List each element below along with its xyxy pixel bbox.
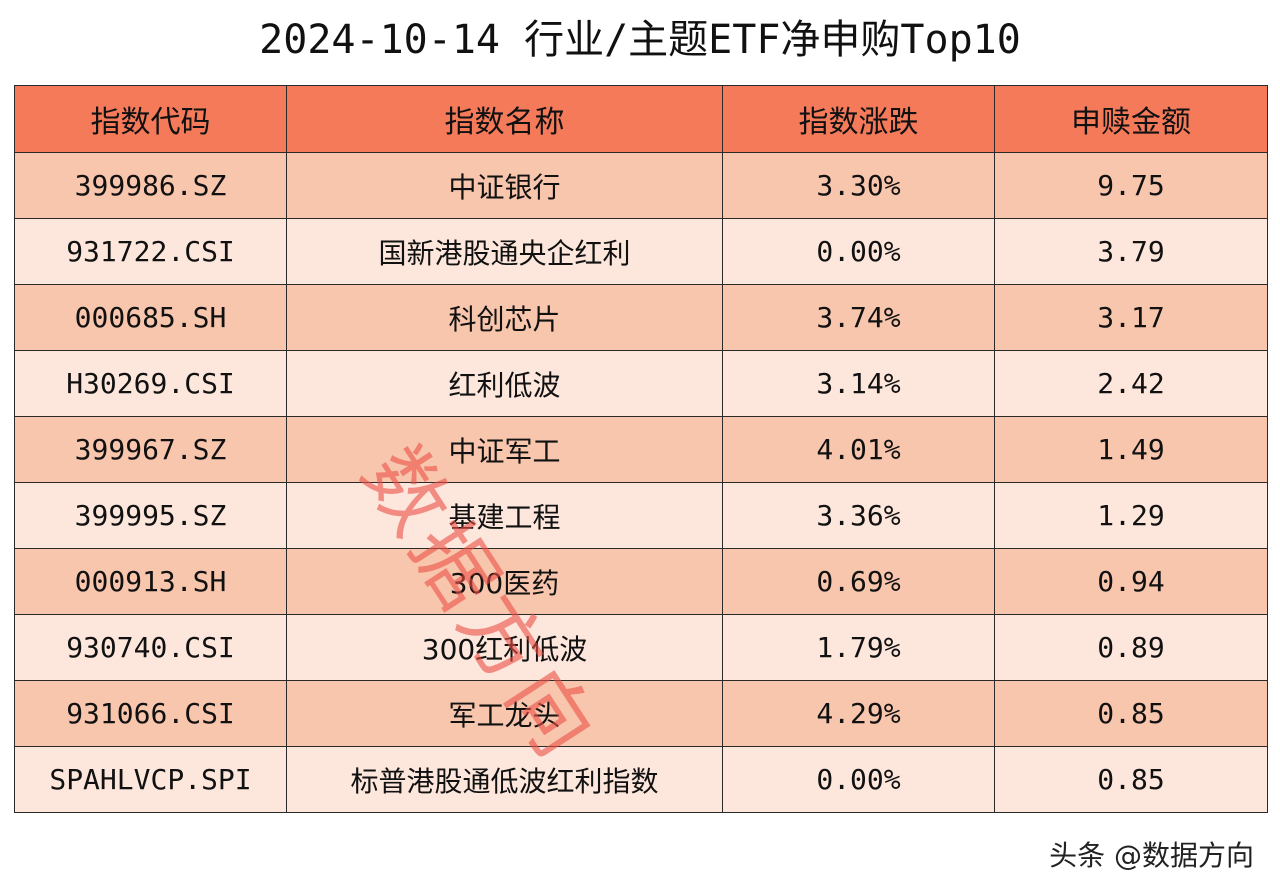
column-header-index-change: 指数涨跌 <box>722 85 995 153</box>
page-title: 2024-10-14 行业/主题ETF净申购Top10 <box>259 17 1021 63</box>
index-code-cell: 399986.SZ <box>14 152 287 219</box>
index-code-cell: 931722.CSI <box>14 218 287 285</box>
index-name-cell: 标普港股通低波红利指数 <box>286 746 723 813</box>
index-name-cell: 红利低波 <box>286 350 723 417</box>
column-header-index-code: 指数代码 <box>14 85 287 153</box>
column-header-index-name: 指数名称 <box>286 85 723 153</box>
table-row: 000685.SH 科创芯片 3.74% 3.17 <box>14 284 1268 351</box>
index-code-cell: 930740.CSI <box>14 614 287 681</box>
index-change-cell: 3.14% <box>722 350 995 417</box>
index-change-cell: 0.00% <box>722 746 995 813</box>
subscription-amount-cell: 1.49 <box>994 416 1268 483</box>
subscription-amount-cell: 0.89 <box>994 614 1268 681</box>
subscription-amount-cell: 3.17 <box>994 284 1268 351</box>
index-name-cell: 300医药 <box>286 548 723 615</box>
index-change-cell: 0.00% <box>722 218 995 285</box>
index-name-cell: 国新港股通央企红利 <box>286 218 723 285</box>
index-name-cell: 300红利低波 <box>286 614 723 681</box>
index-name-cell: 基建工程 <box>286 482 723 549</box>
table-row: 399967.SZ 中证军工 4.01% 1.49 <box>14 416 1268 483</box>
table-row: H30269.CSI 红利低波 3.14% 2.42 <box>14 350 1268 417</box>
table-row: 000913.SH 300医药 0.69% 0.94 <box>14 548 1268 615</box>
index-change-cell: 3.30% <box>722 152 995 219</box>
index-code-cell: 931066.CSI <box>14 680 287 747</box>
table-row: 930740.CSI 300红利低波 1.79% 0.89 <box>14 614 1268 681</box>
index-change-cell: 3.36% <box>722 482 995 549</box>
index-change-cell: 4.29% <box>722 680 995 747</box>
subscription-amount-cell: 2.42 <box>994 350 1268 417</box>
index-name-cell: 科创芯片 <box>286 284 723 351</box>
subscription-amount-cell: 0.85 <box>994 746 1268 813</box>
source-credit: 头条 @数据方向 <box>1049 839 1254 872</box>
index-change-cell: 1.79% <box>722 614 995 681</box>
index-code-cell: 399995.SZ <box>14 482 287 549</box>
table-row: 931722.CSI 国新港股通央企红利 0.00% 3.79 <box>14 218 1268 285</box>
index-code-cell: 399967.SZ <box>14 416 287 483</box>
table-row: SPAHLVCP.SPI 标普港股通低波红利指数 0.00% 0.85 <box>14 746 1268 813</box>
index-name-cell: 中证银行 <box>286 152 723 219</box>
etf-net-subscription-table: 指数代码 指数名称 指数涨跌 申赎金额 399986.SZ 中证银行 3.30%… <box>14 85 1268 813</box>
subscription-amount-cell: 1.29 <box>994 482 1268 549</box>
index-code-cell: 000913.SH <box>14 548 287 615</box>
subscription-amount-cell: 9.75 <box>994 152 1268 219</box>
index-code-cell: H30269.CSI <box>14 350 287 417</box>
column-header-subscription-amount: 申赎金额 <box>994 85 1268 153</box>
table-row: 399995.SZ 基建工程 3.36% 1.29 <box>14 482 1268 549</box>
table-row: 931066.CSI 军工龙头 4.29% 0.85 <box>14 680 1268 747</box>
index-name-cell: 中证军工 <box>286 416 723 483</box>
subscription-amount-cell: 0.94 <box>994 548 1268 615</box>
index-code-cell: SPAHLVCP.SPI <box>14 746 287 813</box>
index-code-cell: 000685.SH <box>14 284 287 351</box>
index-change-cell: 4.01% <box>722 416 995 483</box>
subscription-amount-cell: 3.79 <box>994 218 1268 285</box>
index-change-cell: 3.74% <box>722 284 995 351</box>
subscription-amount-cell: 0.85 <box>994 680 1268 747</box>
index-name-cell: 军工龙头 <box>286 680 723 747</box>
index-change-cell: 0.69% <box>722 548 995 615</box>
table-row: 399986.SZ 中证银行 3.30% 9.75 <box>14 152 1268 219</box>
table-header-row: 指数代码 指数名称 指数涨跌 申赎金额 <box>14 85 1268 153</box>
